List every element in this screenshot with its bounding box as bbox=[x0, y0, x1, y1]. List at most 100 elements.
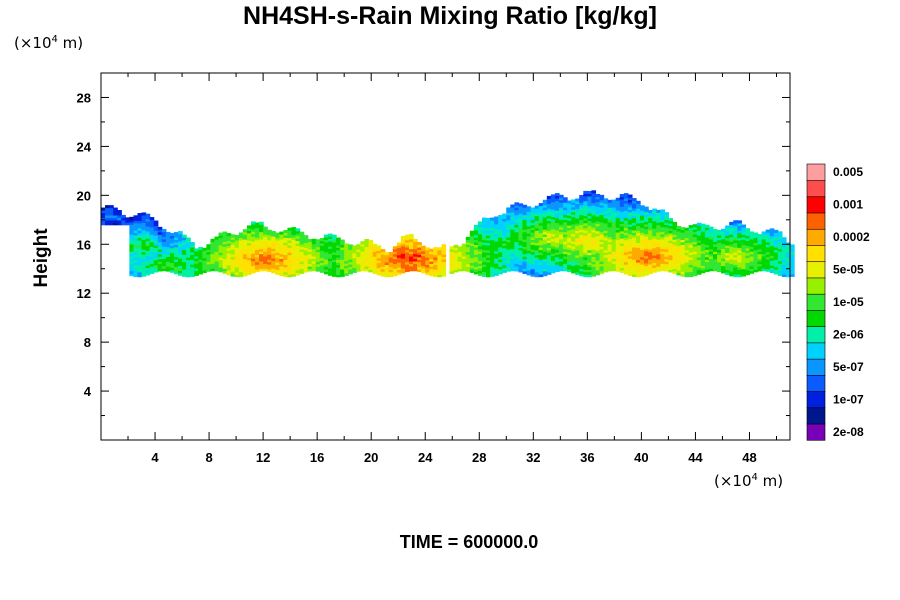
field-cell bbox=[599, 204, 605, 208]
field-cell bbox=[631, 256, 637, 260]
field-cell bbox=[526, 233, 532, 237]
field-cell bbox=[494, 262, 499, 267]
field-cell bbox=[607, 258, 613, 262]
field-cell bbox=[607, 253, 613, 257]
field-cell bbox=[721, 241, 726, 245]
field-cell bbox=[441, 246, 447, 250]
field-cell bbox=[550, 209, 556, 213]
field-cell bbox=[591, 256, 597, 260]
field-cell bbox=[741, 246, 747, 250]
field-cell bbox=[141, 273, 147, 277]
field-cell bbox=[222, 243, 228, 247]
field-cell bbox=[704, 237, 710, 241]
field-cell bbox=[652, 208, 657, 212]
field-cell bbox=[380, 253, 386, 258]
field-cell bbox=[303, 252, 309, 256]
field-cell bbox=[364, 239, 370, 243]
field-cell bbox=[664, 241, 670, 245]
field-cell bbox=[259, 248, 264, 252]
field-cell bbox=[579, 248, 584, 252]
field-cell bbox=[360, 255, 366, 259]
field-cell bbox=[246, 249, 252, 253]
field-cell bbox=[571, 245, 576, 249]
field-cell bbox=[526, 220, 532, 225]
field-cell bbox=[242, 239, 248, 243]
field-cell bbox=[352, 250, 357, 254]
field-cell bbox=[684, 249, 690, 253]
field-cell bbox=[733, 252, 738, 256]
field-cell bbox=[344, 272, 349, 276]
field-cell bbox=[490, 244, 495, 248]
field-cell bbox=[668, 252, 674, 256]
field-cell bbox=[259, 221, 264, 225]
field-cell bbox=[186, 247, 191, 251]
field-cell bbox=[234, 271, 240, 275]
field-cell bbox=[563, 236, 568, 240]
field-cell bbox=[214, 248, 220, 252]
field-cell bbox=[599, 234, 605, 238]
field-cell bbox=[441, 256, 447, 260]
field-cell bbox=[384, 264, 390, 268]
field-cell bbox=[145, 218, 151, 222]
field-cell bbox=[640, 234, 645, 238]
field-cell bbox=[250, 240, 256, 245]
field-cell bbox=[477, 226, 483, 230]
field-cell bbox=[558, 265, 564, 269]
field-cell bbox=[692, 268, 698, 272]
field-cell bbox=[522, 221, 528, 225]
field-cell bbox=[591, 231, 597, 235]
field-cell bbox=[635, 230, 641, 234]
field-cell bbox=[267, 264, 272, 268]
field-cell bbox=[777, 258, 783, 262]
field-cell bbox=[587, 274, 592, 278]
field-cell bbox=[340, 266, 345, 270]
field-cell bbox=[644, 213, 649, 218]
field-cell bbox=[457, 251, 463, 255]
field-cell bbox=[725, 254, 730, 258]
field-cell bbox=[700, 231, 706, 235]
field-cell bbox=[676, 235, 682, 239]
field-cell bbox=[514, 209, 520, 213]
field-cell bbox=[250, 255, 256, 259]
field-cell bbox=[510, 206, 515, 211]
field-cell bbox=[157, 231, 163, 235]
field-cell bbox=[311, 253, 317, 257]
field-cell bbox=[307, 265, 313, 270]
field-cell bbox=[660, 253, 665, 257]
field-cell bbox=[761, 255, 767, 259]
field-cell bbox=[672, 226, 678, 230]
field-cell bbox=[607, 265, 613, 269]
field-cell bbox=[145, 265, 151, 269]
field-cell bbox=[733, 259, 738, 263]
field-cell bbox=[490, 242, 495, 246]
field-cell bbox=[267, 266, 272, 270]
field-cell bbox=[668, 247, 674, 251]
field-cell bbox=[473, 271, 479, 275]
field-cell bbox=[494, 238, 499, 242]
field-cell bbox=[226, 257, 232, 261]
field-cell bbox=[575, 232, 580, 236]
field-cell bbox=[640, 219, 645, 224]
field-cell bbox=[542, 202, 548, 206]
field-cell bbox=[781, 244, 787, 248]
time-label: TIME = 600000.0 bbox=[399, 532, 539, 552]
field-cell bbox=[773, 239, 779, 243]
field-cell bbox=[550, 238, 556, 242]
field-cell bbox=[222, 263, 228, 267]
field-cell bbox=[753, 249, 759, 253]
field-cell bbox=[704, 261, 710, 265]
field-cell bbox=[717, 266, 722, 270]
field-cell bbox=[129, 229, 135, 233]
field-cell bbox=[396, 271, 402, 275]
field-cell bbox=[275, 261, 280, 266]
field-cell bbox=[530, 254, 536, 258]
field-cell bbox=[133, 264, 139, 268]
field-cell bbox=[546, 232, 552, 236]
field-cell bbox=[514, 234, 520, 238]
field-cell bbox=[250, 233, 256, 237]
field-cell bbox=[546, 242, 552, 246]
field-cell bbox=[190, 271, 195, 275]
field-cell bbox=[498, 241, 503, 245]
field-cell bbox=[214, 256, 220, 260]
field-cell bbox=[550, 228, 556, 232]
